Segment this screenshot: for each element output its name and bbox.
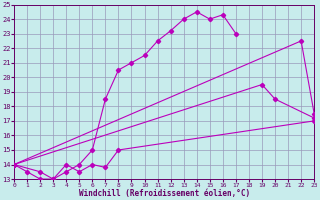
X-axis label: Windchill (Refroidissement éolien,°C): Windchill (Refroidissement éolien,°C) [78,189,250,198]
